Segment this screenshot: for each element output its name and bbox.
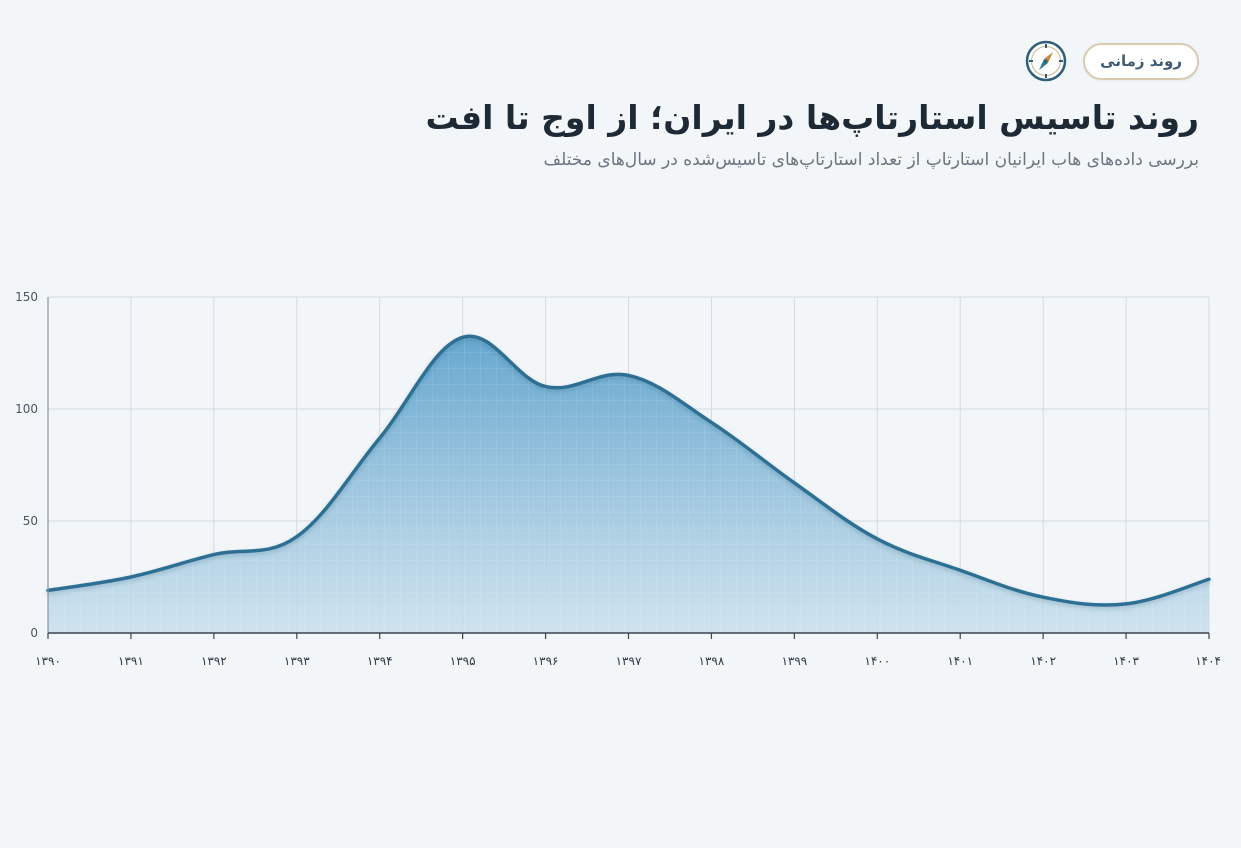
data-point-1402 [1041, 595, 1045, 599]
x-tick-label: ۱۳۹۲ [201, 654, 227, 668]
x-tick-label: ۱۳۹۶ [533, 654, 559, 668]
compass-icon [1025, 40, 1067, 82]
data-point-1390 [46, 588, 50, 592]
x-tick-label: ۱۳۹۰ [35, 654, 61, 668]
x-tick-label: ۱۳۹۴ [367, 654, 393, 668]
y-tick-label: 0 [30, 626, 38, 640]
y-tick-label: 100 [15, 402, 38, 416]
area-layer [46, 334, 1211, 633]
x-tick-label: ۱۳۹۹ [781, 654, 807, 668]
x-tick-label: ۱۳۹۱ [118, 654, 144, 668]
y-tick-labels: 0 50 100 150 [15, 290, 38, 640]
series-line [46, 334, 1211, 607]
page-subtitle: بررسی داده‌های هاب ایرانیان استارتاپ از … [543, 150, 1199, 170]
x-tick-label: ۱۴۰۴ [1195, 654, 1221, 668]
data-point-1393 [295, 535, 299, 539]
y-tick-label: 150 [15, 290, 38, 304]
data-point-1391 [129, 575, 133, 579]
data-point-1394 [378, 436, 382, 440]
page-title: روند تاسیس استارتاپ‌ها در ایران؛ از اوج … [425, 98, 1199, 137]
data-point-1396 [544, 385, 548, 389]
data-point-1397 [627, 373, 631, 377]
data-point-1401 [958, 568, 962, 572]
axes [47, 297, 1210, 639]
area-texture [48, 336, 1209, 633]
data-point-1392 [212, 553, 216, 557]
x-tick-label: ۱۴۰۱ [947, 654, 973, 668]
category-badge: روند زمانی [1083, 42, 1199, 80]
header: روند زمانی روند تاسیس استارتاپ‌ها در ایر… [419, 40, 1199, 172]
x-tick-label: ۱۴۰۲ [1030, 654, 1056, 668]
x-tick-label: ۱۴۰۰ [864, 654, 890, 668]
data-point-1403 [1124, 602, 1128, 606]
x-tick-label: ۱۳۹۳ [284, 654, 310, 668]
x-tick-label: ۱۳۹۷ [616, 654, 642, 668]
data-point-1404 [1207, 577, 1211, 581]
data-point-1398 [709, 420, 713, 424]
badge-row: روند زمانی [419, 40, 1199, 82]
x-tick-label: ۱۳۹۸ [699, 654, 725, 668]
data-point-1399 [792, 481, 796, 485]
x-tick-label: ۱۴۰۳ [1113, 654, 1139, 668]
x-tick-label: ۱۳۹۵ [450, 654, 476, 668]
data-point-1400 [875, 537, 879, 541]
data-point-1395 [461, 335, 465, 339]
x-tick-labels: ۱۳۹۰ ۱۳۹۱ ۱۳۹۲ ۱۳۹۳ ۱۳۹۴ ۱۳۹۵ ۱۳۹۶ ۱۳۹۷ ۱۳۹۸ ۱۳۹۹… [35, 654, 1221, 668]
y-tick-label: 50 [23, 514, 38, 528]
